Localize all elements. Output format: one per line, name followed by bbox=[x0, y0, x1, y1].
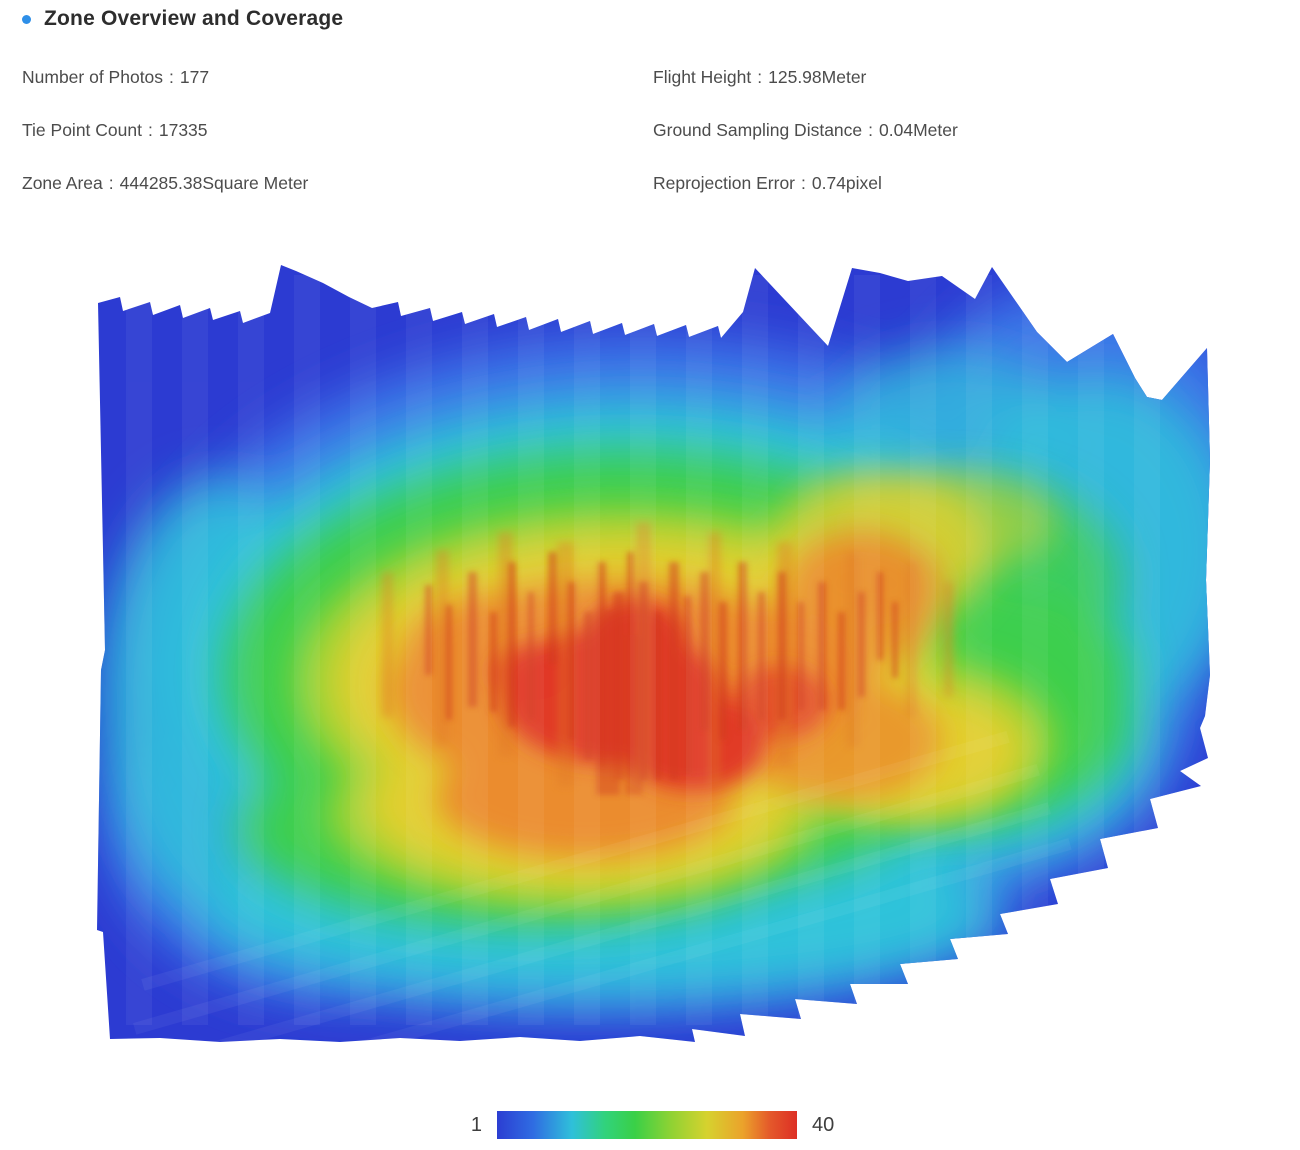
stat-value: 125.98Meter bbox=[768, 67, 867, 87]
stat-ground-sampling-distance: Ground Sampling Distance:0.04Meter bbox=[653, 119, 958, 142]
stats-left-column: Number of Photos:177 Tie Point Count:173… bbox=[22, 66, 308, 225]
stat-separator: : bbox=[868, 120, 874, 140]
stat-label: Reprojection Error bbox=[653, 173, 795, 193]
stat-label: Number of Photos bbox=[22, 67, 164, 87]
stats-right-column: Flight Height:125.98Meter Ground Samplin… bbox=[653, 66, 958, 225]
stat-value: 177 bbox=[179, 67, 210, 87]
coverage-heatmap bbox=[97, 265, 1210, 1042]
stat-value: 444285.38Square Meter bbox=[119, 173, 309, 193]
stat-value: 17335 bbox=[158, 120, 208, 140]
stat-separator: : bbox=[108, 173, 114, 193]
legend-max-label: 40 bbox=[812, 1114, 835, 1136]
stat-zone-area: Zone Area:444285.38Square Meter bbox=[22, 172, 308, 195]
heatmap-red-streaks bbox=[425, 552, 898, 795]
stat-tie-point-count: Tie Point Count:17335 bbox=[22, 119, 308, 142]
stat-value: 0.04Meter bbox=[879, 120, 958, 140]
stat-reprojection-error: Reprojection Error:0.74pixel bbox=[653, 172, 958, 195]
stat-flight-height: Flight Height:125.98Meter bbox=[653, 66, 958, 89]
stat-separator: : bbox=[757, 67, 763, 87]
heatmap-layers bbox=[97, 265, 1210, 1042]
stat-label: Ground Sampling Distance bbox=[653, 120, 863, 140]
stat-separator: : bbox=[801, 173, 806, 193]
legend-gradient bbox=[497, 1111, 797, 1139]
stat-label: Flight Height bbox=[653, 67, 752, 87]
section-header: Zone Overview and Coverage bbox=[22, 7, 343, 31]
section-bullet-icon bbox=[22, 14, 31, 24]
stat-separator: : bbox=[169, 67, 174, 87]
stat-value: 0.74pixel bbox=[811, 173, 882, 193]
legend-min-label: 1 bbox=[470, 1114, 482, 1136]
stat-label: Tie Point Count bbox=[22, 120, 142, 140]
heatmap-diagonal-seams bbox=[124, 731, 1072, 1042]
stat-label: Zone Area bbox=[22, 173, 103, 193]
stat-separator: : bbox=[147, 120, 153, 140]
stat-number-of-photos: Number of Photos:177 bbox=[22, 66, 308, 89]
page-title: Zone Overview and Coverage bbox=[44, 7, 344, 30]
